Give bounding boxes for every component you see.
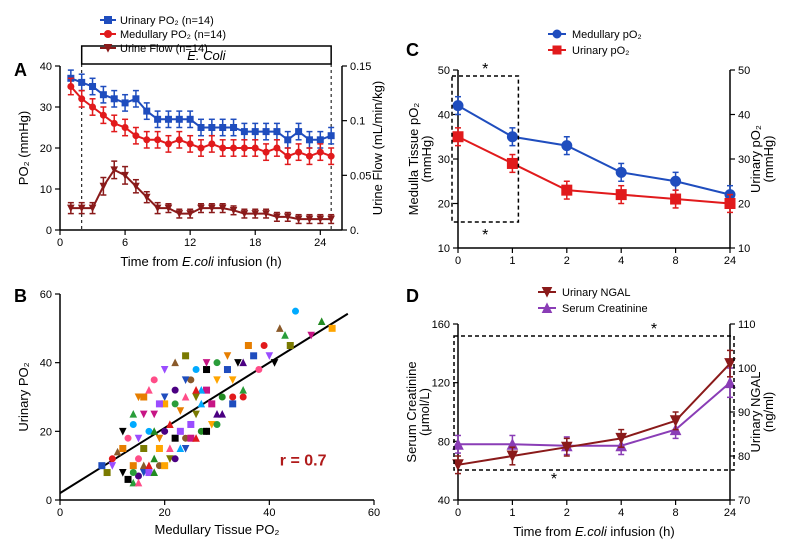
svg-text:40: 40 [40,358,52,370]
panel-d-label: D [406,286,419,307]
svg-text:Urine Flow (mL/min/kg): Urine Flow (mL/min/kg) [370,81,385,215]
svg-text:Time from E.coli infusion (h): Time from E.coli infusion (h) [513,524,674,539]
panel-a: 0 6 12 18 24 0 10 20 30 40 0. 0.05 0.1 0.15 PO₂ (mmHg)… [10,10,394,272]
svg-text:50: 50 [438,65,450,77]
svg-text:0: 0 [46,225,52,237]
svg-text:20: 20 [159,507,171,519]
svg-text:20: 20 [40,426,52,438]
svg-text:10: 10 [40,184,52,196]
svg-text:Urine Flow (n=14): Urine Flow (n=14) [120,43,208,55]
svg-text:Urinary NGAL: Urinary NGAL [562,287,630,299]
svg-text:60: 60 [40,289,52,301]
panel-c-legend: Medullary pO₂ Urinary pO₂ [548,29,642,57]
svg-text:Medullary PO₂ (n=14): Medullary PO₂ (n=14) [120,29,226,41]
svg-text:(ng/ml): (ng/ml) [761,392,776,432]
svg-text:24: 24 [724,255,736,267]
panel-a-chart: 0 6 12 18 24 0 10 20 30 40 0. 0.05 0.1 0.15 PO₂ (mmHg)… [10,10,394,272]
svg-text:*: * [651,321,657,338]
panel-c: 012482410203040501020304050Medulla Tissu… [402,10,786,272]
svg-text:Serum Creatinine: Serum Creatinine [562,303,648,315]
svg-text:0: 0 [46,495,52,507]
svg-text:Urinary pO₂: Urinary pO₂ [572,45,629,57]
svg-text:30: 30 [40,102,52,114]
svg-text:20: 20 [438,199,450,211]
svg-text:(μmol/L): (μmol/L) [417,388,432,436]
svg-text:0.05: 0.05 [350,170,371,182]
svg-text:Urinary PO₂: Urinary PO₂ [16,362,31,431]
svg-text:30: 30 [438,154,450,166]
svg-text:70: 70 [738,495,750,507]
svg-text:8: 8 [673,507,679,519]
panel-b: 0 20 40 60 0 20 40 60 Urinary PO₂ Medullary Tissu… [10,280,394,542]
svg-text:80: 80 [438,436,450,448]
svg-text:(mmHg): (mmHg) [419,136,434,183]
svg-text:1: 1 [509,507,515,519]
svg-text:2: 2 [564,255,570,267]
svg-text:50: 50 [738,65,750,77]
svg-text:10: 10 [738,243,750,255]
svg-text:*: * [551,471,557,488]
panel-d-legend: Urinary NGAL Serum Creatinine [538,287,648,315]
svg-text:20: 20 [738,199,750,211]
panel-a-legend: Urinary PO₂ (n=14) Medullary PO₂ (n=14) Ur… [100,15,226,55]
svg-text:40: 40 [438,110,450,122]
svg-text:PO₂ (mmHg): PO₂ (mmHg) [16,111,31,185]
svg-text:18: 18 [249,237,261,249]
svg-text:0: 0 [455,255,461,267]
svg-text:60: 60 [368,507,380,519]
svg-text:r = 0.7: r = 0.7 [280,453,327,470]
svg-text:0.: 0. [350,225,359,237]
svg-text:24: 24 [314,237,326,249]
svg-text:6: 6 [122,237,128,249]
svg-text:8: 8 [673,255,679,267]
svg-text:0: 0 [57,507,63,519]
svg-text:1: 1 [509,255,515,267]
panel-b-label: B [14,286,27,307]
svg-text:110: 110 [738,319,756,331]
svg-text:*: * [482,61,488,78]
svg-text:4: 4 [618,255,624,267]
svg-text:Time from E.coli infusion (h): Time from E.coli infusion (h) [120,254,281,269]
svg-text:40: 40 [263,507,275,519]
svg-text:40: 40 [40,61,52,73]
svg-text:0.1: 0.1 [350,116,365,128]
svg-text:10: 10 [438,243,450,255]
panel-c-chart: 012482410203040501020304050Medulla Tissu… [402,10,786,272]
svg-text:0: 0 [57,237,63,249]
svg-text:160: 160 [432,319,450,331]
svg-text:(mmHg): (mmHg) [761,136,776,183]
panel-d: 01248244080120160708090100110Serum Creat… [402,280,786,542]
svg-text:20: 20 [40,143,52,155]
panel-b-chart: 0 20 40 60 0 20 40 60 Urinary PO₂ Medullary Tissu… [10,280,394,542]
svg-text:*: * [482,227,488,244]
svg-text:Medullary Tissue PO₂: Medullary Tissue PO₂ [155,522,280,537]
svg-text:Urinary PO₂ (n=14): Urinary PO₂ (n=14) [120,15,214,27]
svg-text:40: 40 [438,495,450,507]
panel-c-label: C [406,40,419,61]
svg-text:12: 12 [184,237,196,249]
svg-text:40: 40 [738,110,750,122]
svg-text:0.15: 0.15 [350,61,371,73]
svg-text:Medullary pO₂: Medullary pO₂ [572,29,642,41]
svg-text:0: 0 [455,507,461,519]
panel-a-label: A [14,60,27,81]
svg-text:120: 120 [432,378,450,390]
svg-text:4: 4 [618,507,624,519]
panel-d-chart: 01248244080120160708090100110Serum Creat… [402,280,786,542]
svg-text:24: 24 [724,507,736,519]
svg-text:2: 2 [564,507,570,519]
